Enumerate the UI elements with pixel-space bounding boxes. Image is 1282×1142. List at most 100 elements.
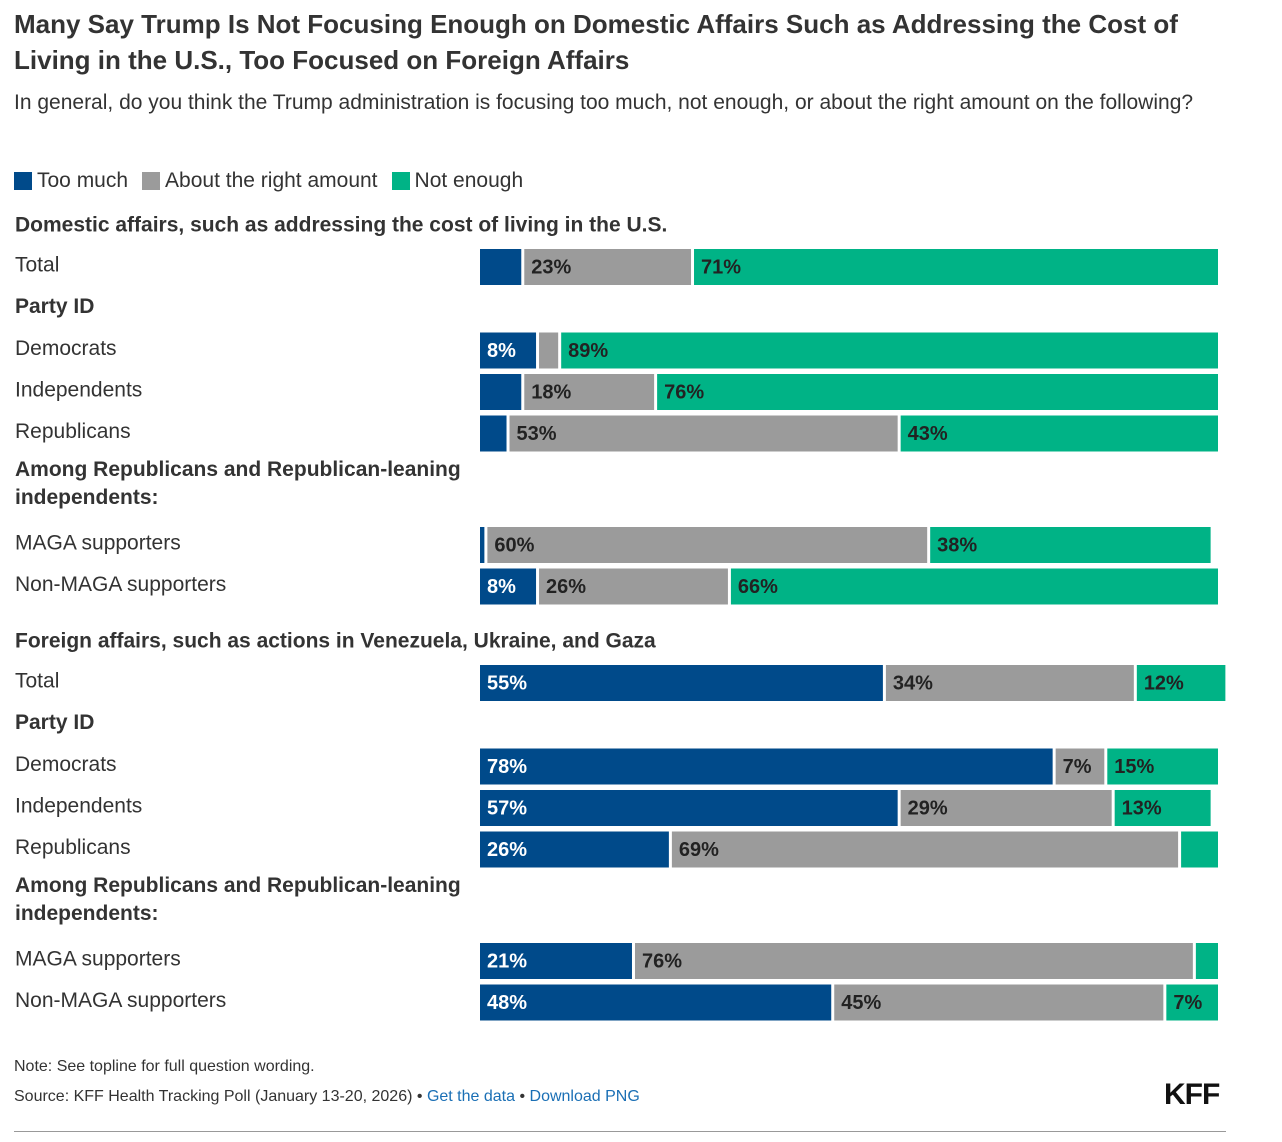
footer-separator-2: • — [519, 1088, 526, 1105]
data-label-section-2-total-too-much: 55% — [487, 672, 527, 694]
bar-section-1-non-maga-supporters-not-enough — [730, 568, 1218, 605]
download-png-link[interactable]: Download PNG — [529, 1088, 640, 1105]
data-label-section-1-non-maga-supporters-too-much: 8% — [487, 576, 516, 598]
bar-section-2-total-about-right — [885, 665, 1134, 701]
bar-section-1-democrats-about-right — [539, 332, 559, 369]
chart-subtitle: In general, do you think the Trump admin… — [14, 91, 1194, 114]
row-label-section-2-non-maga-supporters: Non-MAGA supporters — [15, 989, 226, 1012]
group-label-section-1-party-id: Party ID — [15, 295, 94, 318]
row-label-section-1-independents: Independents — [15, 379, 142, 402]
bar-section-2-democrats-too-much — [480, 748, 1053, 785]
data-label-section-2-republicans-too-much: 26% — [487, 839, 527, 861]
bar-section-1-republicans-about-right — [509, 415, 898, 452]
bar-section-1-non-maga-supporters-about-right — [539, 568, 728, 605]
group-label-section-2-among-republicans-and-republican-leaning-independents: Among Republicans and Republican-leaning… — [15, 874, 461, 925]
data-label-section-2-independents-about-right: 29% — [908, 797, 948, 819]
data-label-section-1-maga-supporters-about-right: 60% — [494, 534, 534, 556]
bar-section-2-maga-supporters-too-much — [480, 943, 632, 979]
data-label-section-1-republicans-not-enough: 43% — [908, 423, 948, 445]
data-label-section-2-democrats-not-enough: 15% — [1114, 756, 1154, 778]
section-heading-1: Domestic affairs, such as addressing the… — [15, 214, 667, 237]
row-label-section-1-maga-supporters: MAGA supporters — [15, 532, 181, 555]
row-label-section-1-total: Total — [15, 254, 59, 277]
stacked-bar-chart: Domestic affairs, such as addressing the… — [15, 214, 1226, 1021]
data-label-section-1-total-about-right: 23% — [531, 256, 571, 278]
data-label-section-2-independents-too-much: 57% — [487, 797, 527, 819]
legend-swatch-not-enough — [391, 172, 410, 190]
data-label-section-1-republicans-about-right: 53% — [517, 423, 557, 445]
bar-section-2-republicans-not-enough — [1181, 831, 1218, 868]
row-label-section-2-republicans: Republicans — [15, 836, 131, 859]
legend-label-about-right: About the right amount — [165, 169, 378, 192]
bar-section-1-independents-about-right — [524, 374, 655, 410]
data-label-section-2-total-not-enough: 12% — [1144, 672, 1184, 694]
bar-section-1-independents-too-much — [480, 374, 522, 410]
data-label-section-2-independents-not-enough: 13% — [1122, 797, 1162, 819]
data-label-section-1-independents-not-enough: 76% — [664, 381, 704, 403]
bar-section-2-independents-too-much — [480, 790, 898, 826]
row-label-section-1-republicans: Republicans — [15, 420, 131, 443]
data-label-section-1-independents-about-right: 18% — [531, 381, 571, 403]
row-label-section-2-maga-supporters: MAGA supporters — [15, 948, 181, 971]
bar-section-2-total-not-enough — [1136, 665, 1226, 701]
footer-note: Note: See topline for full question word… — [14, 1058, 315, 1075]
bar-section-1-maga-supporters-not-enough — [930, 527, 1211, 563]
row-label-section-2-total: Total — [15, 670, 59, 693]
bar-section-2-republicans-about-right — [671, 831, 1179, 868]
data-label-section-2-maga-supporters-about-right: 76% — [642, 950, 682, 972]
data-label-section-2-total-about-right: 34% — [893, 672, 933, 694]
data-label-section-2-democrats-too-much: 78% — [487, 756, 527, 778]
bar-section-2-maga-supporters-about-right — [634, 943, 1193, 979]
bar-section-2-non-maga-supporters-about-right — [834, 984, 1164, 1021]
legend-item-not-enough: Not enough — [391, 169, 524, 193]
bar-section-1-total-not-enough — [694, 249, 1218, 285]
legend-swatch-about-right — [142, 172, 161, 190]
bar-section-2-democrats-not-enough — [1107, 748, 1218, 785]
legend-label-too-much: Too much — [37, 169, 129, 192]
bar-section-1-democrats-not-enough — [561, 332, 1218, 369]
bar-section-2-independents-about-right — [900, 790, 1112, 826]
bar-section-2-independents-not-enough — [1114, 790, 1211, 826]
bar-section-2-republicans-too-much — [480, 831, 669, 868]
data-label-section-1-democrats-not-enough: 89% — [568, 340, 608, 362]
data-label-section-2-republicans-about-right: 69% — [679, 839, 719, 861]
legend-swatch-too-much — [14, 172, 32, 190]
bar-section-1-republicans-not-enough — [900, 415, 1218, 452]
bar-section-2-maga-supporters-not-enough — [1195, 943, 1218, 979]
bar-section-1-independents-not-enough — [657, 374, 1218, 410]
footer-source-line: Source: KFF Health Tracking Poll (Januar… — [14, 1088, 640, 1106]
bar-section-2-non-maga-supporters-too-much — [480, 984, 832, 1021]
bar-section-1-total-about-right — [524, 249, 692, 285]
bar-section-1-maga-supporters-about-right — [487, 527, 928, 563]
bar-section-1-non-maga-supporters-too-much — [480, 568, 537, 605]
bar-section-2-total-too-much — [480, 665, 883, 701]
data-label-section-2-maga-supporters-too-much: 21% — [487, 950, 527, 972]
footer-divider — [14, 1131, 1226, 1132]
row-label-section-1-democrats: Democrats — [15, 337, 117, 360]
kff-logo: KFF — [1164, 1078, 1220, 1111]
chart-title: Many Say Trump Is Not Focusing Enough on… — [14, 9, 1178, 75]
bar-section-2-democrats-about-right — [1055, 748, 1105, 785]
legend: Too much About the right amount Not enou… — [14, 168, 537, 194]
bar-section-1-total-too-much — [480, 249, 522, 285]
data-label-section-1-democrats-too-much: 8% — [487, 340, 516, 362]
section-heading-2: Foreign affairs, such as actions in Vene… — [15, 630, 656, 653]
legend-item-too-much: Too much — [14, 169, 128, 193]
bar-section-1-maga-supporters-too-much — [480, 527, 485, 563]
data-label-section-2-non-maga-supporters-about-right: 45% — [841, 992, 881, 1014]
data-label-section-2-non-maga-supporters-too-much: 48% — [487, 992, 527, 1014]
row-label-section-1-non-maga-supporters: Non-MAGA supporters — [15, 573, 226, 596]
data-label-section-1-maga-supporters-not-enough: 38% — [937, 534, 977, 556]
data-label-section-1-total-not-enough: 71% — [701, 256, 741, 278]
footer-source: Source: KFF Health Tracking Poll (Januar… — [14, 1088, 413, 1105]
data-label-section-1-non-maga-supporters-about-right: 26% — [546, 576, 586, 598]
group-label-section-2-party-id: Party ID — [15, 711, 94, 734]
get-the-data-link[interactable]: Get the data — [426, 1088, 515, 1105]
bar-section-1-republicans-too-much — [480, 415, 507, 452]
data-label-section-1-non-maga-supporters-not-enough: 66% — [738, 576, 778, 598]
bar-section-1-democrats-too-much — [480, 332, 537, 369]
footer-separator-1: • — [416, 1088, 423, 1105]
row-label-section-2-independents: Independents — [15, 795, 142, 818]
data-label-section-2-democrats-about-right: 7% — [1063, 756, 1092, 778]
legend-label-not-enough: Not enough — [414, 169, 524, 192]
